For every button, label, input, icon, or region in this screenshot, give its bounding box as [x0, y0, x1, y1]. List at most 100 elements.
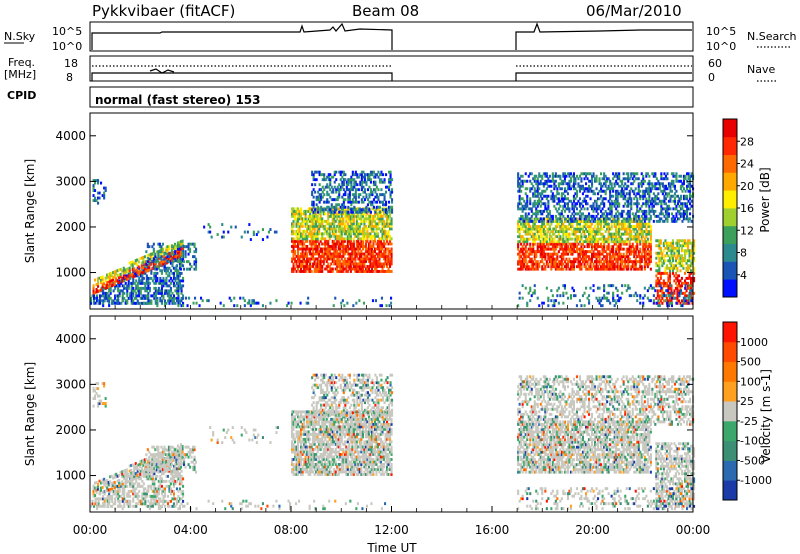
data-cell [150, 299, 153, 303]
data-cell [559, 177, 562, 181]
data-cell [560, 245, 563, 249]
data-cell [553, 174, 556, 178]
data-cell [347, 195, 350, 199]
data-cell [597, 237, 600, 241]
data-cell [343, 252, 346, 256]
data-cell [518, 257, 521, 261]
data-cell [129, 296, 132, 300]
data-cell [123, 279, 126, 283]
data-cell [562, 172, 565, 176]
data-cell [390, 301, 393, 305]
data-cell [563, 240, 566, 244]
data-cell [324, 227, 327, 231]
data-cell [171, 264, 174, 268]
data-cell [618, 192, 621, 196]
data-cell [193, 242, 196, 246]
data-cell [643, 192, 646, 196]
data-cell [627, 227, 630, 231]
data-cell [663, 194, 666, 198]
data-cell [571, 247, 574, 251]
data-cell [339, 247, 342, 251]
data-cell [90, 296, 93, 300]
data-cell [325, 250, 328, 253]
data-cell [607, 187, 610, 191]
data-cell [386, 185, 389, 189]
data-cell [603, 265, 606, 269]
data-cell [625, 212, 628, 216]
data-cell [553, 257, 556, 261]
data-cell [585, 260, 588, 264]
data-cell [351, 222, 354, 226]
data-cell [389, 234, 392, 238]
data-cell [526, 230, 529, 233]
data-cell [328, 232, 331, 236]
data-cell [631, 220, 634, 223]
data-cell [342, 205, 345, 209]
data-cell [524, 172, 527, 176]
data-cell [156, 304, 159, 308]
cpid-frame [89, 86, 694, 108]
data-cell [604, 214, 607, 218]
data-cell [648, 225, 651, 228]
data-cell [581, 204, 584, 208]
data-cell [603, 237, 606, 241]
data-cell [160, 284, 163, 288]
data-cell [595, 257, 598, 261]
data-cell [559, 204, 562, 208]
data-cell [645, 187, 648, 191]
data-cell [627, 197, 630, 201]
data-cell [542, 222, 545, 226]
data-cell [385, 203, 388, 207]
data-cell [321, 209, 324, 213]
data-cell [346, 257, 349, 261]
data-cell [517, 252, 520, 256]
data-cell [339, 219, 342, 223]
data-cell [316, 239, 319, 243]
data-cell [518, 207, 521, 211]
data-cell [588, 257, 591, 261]
data-cell [532, 204, 535, 208]
data-cell [518, 202, 521, 206]
data-cell [550, 219, 553, 223]
data-cell [571, 260, 574, 264]
data-cell [560, 225, 563, 228]
data-cell [316, 257, 319, 261]
data-cell [121, 277, 124, 281]
data-cell [643, 237, 646, 241]
data-cell [597, 250, 600, 254]
data-cell [175, 291, 178, 295]
data-cell [319, 262, 322, 266]
data-cell [621, 179, 624, 183]
data-cell [517, 189, 520, 193]
data-cell [323, 188, 326, 192]
data-cell [178, 284, 181, 288]
data-cell [612, 267, 615, 271]
data-cell [342, 178, 345, 182]
data-cell [178, 274, 181, 278]
data-cell [553, 237, 556, 241]
data-cell [560, 260, 563, 264]
data-cell [572, 265, 575, 269]
data-cell [639, 225, 642, 228]
data-cell [117, 296, 120, 300]
data-cell [343, 237, 346, 241]
data-cell [554, 260, 557, 264]
data-cell [131, 267, 134, 271]
data-cell [345, 267, 348, 271]
data-cell [651, 202, 654, 206]
data-cell [541, 192, 544, 196]
data-cell [529, 250, 532, 254]
data-cell [138, 289, 141, 293]
data-cell [594, 217, 597, 221]
data-cell [631, 242, 634, 246]
data-cell [628, 257, 631, 261]
data-cell [598, 232, 601, 236]
data-cell [373, 257, 376, 261]
data-cell [330, 205, 333, 209]
data-cell [322, 224, 325, 228]
data-cell [356, 175, 359, 179]
data-cell [556, 202, 559, 206]
data-cell [301, 224, 304, 228]
data-cell [618, 267, 621, 271]
data-cell [627, 202, 630, 206]
